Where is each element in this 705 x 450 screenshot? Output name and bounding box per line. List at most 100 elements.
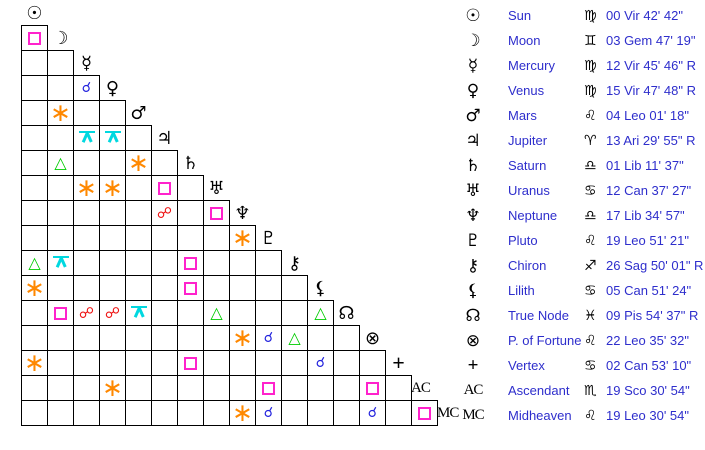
legend-row-moon: ☽ Moon ♊ 03 Gem 47' 19" <box>455 28 705 53</box>
trine-icon <box>54 155 66 171</box>
mars-glyph: ♂ <box>130 102 147 124</box>
aspect-cell <box>125 175 152 201</box>
aspect-cell <box>151 250 178 276</box>
aspect-cell <box>21 100 48 126</box>
aspect-cell <box>73 75 100 101</box>
legend-row-ascendant: AC Ascendant ♏ 19 Sco 30' 54" <box>455 378 705 403</box>
aspect-cell <box>125 250 152 276</box>
chiron-glyph: ⚷ <box>466 255 480 276</box>
aspect-cell <box>47 150 74 176</box>
true-node-glyph: ☊ <box>465 305 481 326</box>
aspect-cell <box>73 325 100 351</box>
planet-position: 17 Lib 34' 57" <box>606 208 685 223</box>
aspect-cell <box>125 225 152 251</box>
aspect-cell <box>359 400 386 426</box>
aspect-cell <box>177 300 204 326</box>
planet-position: 22 Leo 35' 32" <box>606 333 690 348</box>
planet-position: 00 Vir 42' 42" <box>606 8 683 23</box>
legend-row-chiron: ⚷ Chiron ♐ 26 Sag 50' 01" R <box>455 253 705 278</box>
planet-position: 19 Leo 30' 54" <box>606 408 690 423</box>
mercury-glyph: ☿ <box>80 52 93 74</box>
square-icon <box>54 306 67 320</box>
aspect-cell <box>151 400 178 426</box>
aspect-cell <box>255 375 282 401</box>
legend-row-saturn: ♄ Saturn ♎ 01 Lib 11' 37" <box>455 153 705 178</box>
planet-position: 19 Leo 51' 21" <box>606 233 690 248</box>
aspect-cell <box>203 375 230 401</box>
aspect-cell <box>177 350 204 376</box>
aspect-cell <box>151 300 178 326</box>
opposition-icon <box>79 306 94 321</box>
aspect-cell <box>177 325 204 351</box>
sign-glyph: ♓ <box>584 307 597 324</box>
aspect-cell <box>151 275 178 301</box>
planet-position: 15 Vir 47' 48" R <box>606 83 696 98</box>
aspect-cell <box>125 150 152 176</box>
planet-name: Venus <box>508 83 545 98</box>
sextile-icon <box>102 378 123 398</box>
venus-glyph: ♀ <box>466 80 480 101</box>
sextile-icon <box>232 328 253 348</box>
vertex-glyph: + <box>467 354 479 376</box>
aspect-cell <box>385 400 412 426</box>
aspect-cell <box>333 375 360 401</box>
aspect-cell <box>203 200 230 226</box>
sign-glyph: ♋ <box>584 357 597 374</box>
neptune-glyph: ♆ <box>465 205 481 226</box>
aspect-cell <box>73 100 100 126</box>
aspect-cell <box>281 375 308 401</box>
planet-position: 12 Vir 45' 46" R <box>606 58 696 73</box>
mercury-glyph: ☿ <box>467 55 479 76</box>
sign-glyph: ♌ <box>584 107 597 124</box>
aspect-cell <box>99 300 126 326</box>
aspect-cell <box>281 275 308 301</box>
aspect-cell <box>21 25 48 51</box>
sextile-icon <box>232 403 253 423</box>
aspect-cell <box>73 250 100 276</box>
aspect-cell <box>47 75 74 101</box>
aspect-cell <box>307 350 334 376</box>
aspect-cell <box>281 325 308 351</box>
aspect-cell <box>177 250 204 276</box>
aspect-cell <box>281 350 308 376</box>
aspect-cell <box>307 375 334 401</box>
planet-name: Jupiter <box>508 133 548 148</box>
aspect-cell <box>177 225 204 251</box>
aspect-cell <box>47 375 74 401</box>
planet-name: P. of Fortune <box>508 333 582 348</box>
sign-glyph: ♌ <box>584 332 597 349</box>
square-icon <box>158 181 171 195</box>
aspect-cell <box>385 375 412 401</box>
aspect-cell <box>21 50 48 76</box>
quincunx-icon <box>52 256 69 270</box>
aspect-cell <box>21 275 48 301</box>
legend-row-sun: ☉ Sun ♍ 00 Vir 42' 42" <box>455 3 705 28</box>
aspect-cell <box>229 400 256 426</box>
planet-name: Mercury <box>508 58 555 73</box>
legend-row-jupiter: ♃ Jupiter ♈ 13 Ari 29' 55" R <box>455 128 705 153</box>
legend-row-neptune: ♆ Neptune ♎ 17 Lib 34' 57" <box>455 203 705 228</box>
legend-row-midheaven: MC Midheaven ♌ 19 Leo 30' 54" <box>455 403 705 428</box>
trine-icon <box>210 305 222 321</box>
planet-name: Vertex <box>508 358 545 373</box>
aspect-cell <box>21 350 48 376</box>
aspect-cell <box>73 225 100 251</box>
aspect-cell <box>73 200 100 226</box>
sextile-icon <box>128 153 149 173</box>
sextile-icon <box>76 178 97 198</box>
pluto-glyph: ♇ <box>260 227 277 249</box>
aspect-cell <box>151 325 178 351</box>
planet-position: 19 Sco 30' 54" <box>606 383 690 398</box>
sun-glyph: ☉ <box>465 5 481 26</box>
aspect-cell <box>125 400 152 426</box>
saturn-glyph: ♄ <box>465 155 481 176</box>
aspect-cell <box>151 175 178 201</box>
aspect-cell <box>47 175 74 201</box>
aspect-cell <box>47 350 74 376</box>
aspect-cell <box>125 125 152 151</box>
sextile-icon <box>50 103 71 123</box>
sign-glyph: ♍ <box>584 57 597 74</box>
opposition-icon <box>105 306 120 321</box>
planet-position: 12 Can 37' 27" <box>606 183 692 198</box>
